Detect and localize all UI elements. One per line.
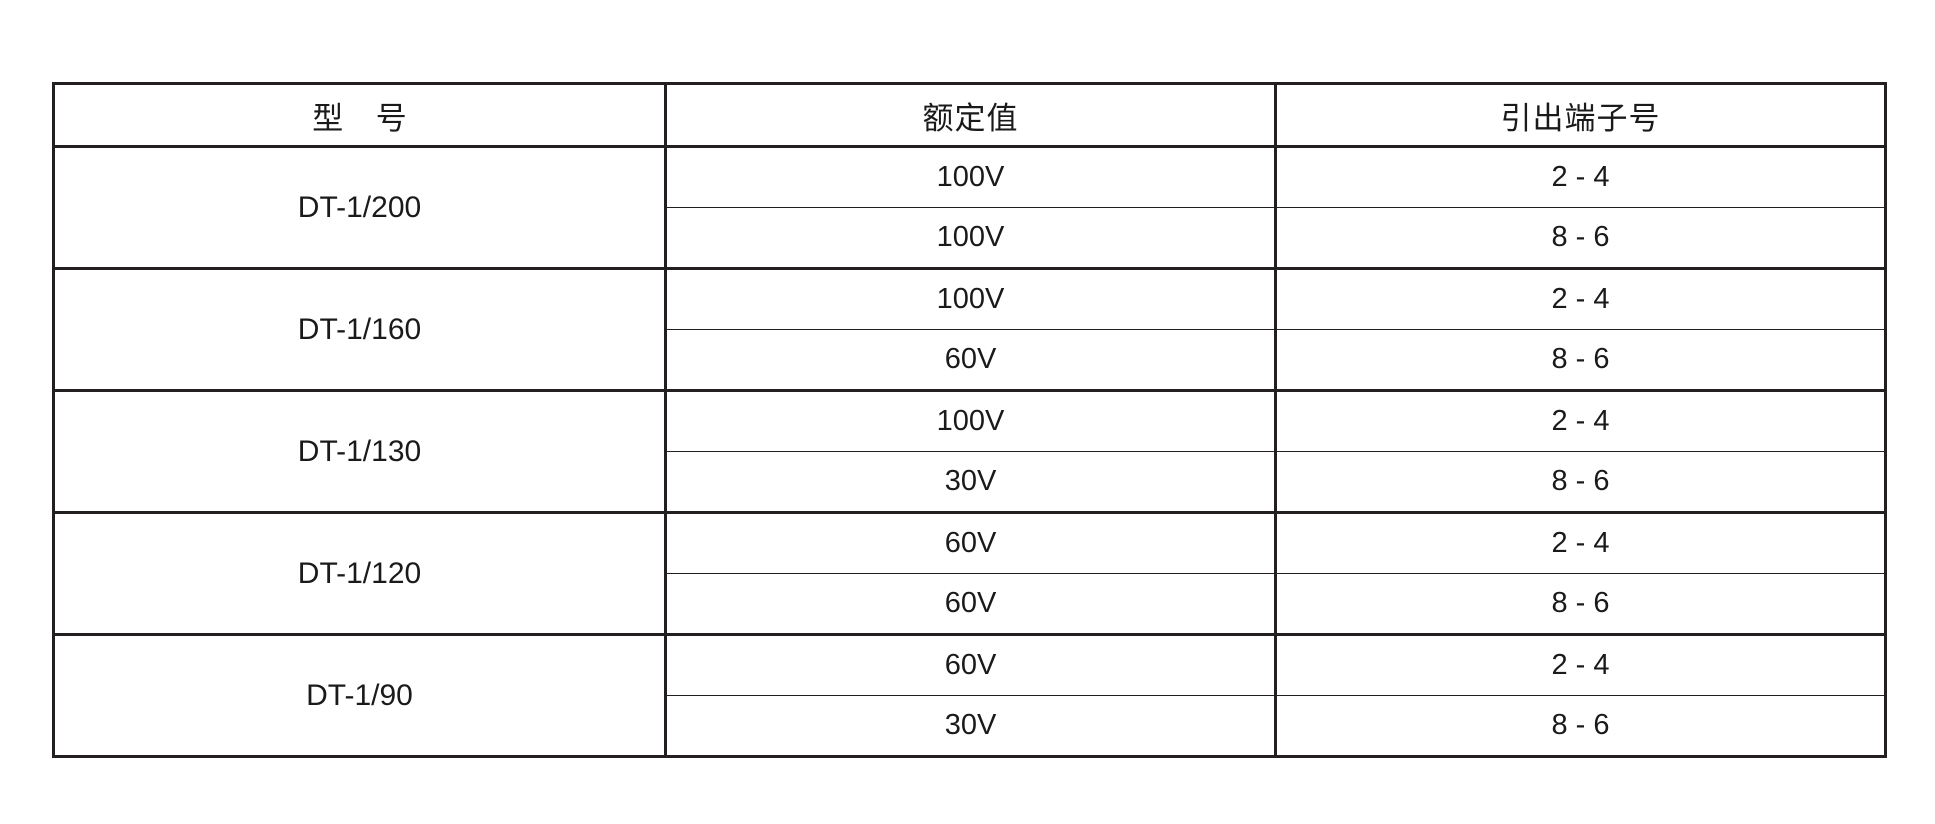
- cell-rating: 100V: [664, 146, 1276, 208]
- column-header-model: 型 号: [52, 82, 666, 148]
- cell-terminal: 2 - 4: [1274, 634, 1887, 696]
- cell-terminal: 8 - 6: [1274, 329, 1887, 392]
- table-row: 60V 8 - 6: [54, 329, 1887, 392]
- cell-terminal: 2 - 4: [1274, 268, 1887, 330]
- header-row: 型 号 额定值 引出端子号: [52, 82, 1887, 148]
- cell-rating: 100V: [664, 390, 1276, 452]
- cell-rating: 100V: [664, 207, 1276, 270]
- cell-rating: 60V: [664, 512, 1276, 574]
- cell-rating: 60V: [664, 329, 1276, 392]
- cell-rating: 100V: [664, 268, 1276, 330]
- cell-model: DT-1/90: [52, 634, 666, 758]
- table-header: 型 号 额定值 引出端子号: [52, 82, 1887, 148]
- cell-terminal: 2 - 4: [1274, 146, 1887, 208]
- cell-rating: 30V: [664, 695, 1276, 758]
- cell-model: DT-1/200: [52, 146, 666, 270]
- cell-terminal: 8 - 6: [1274, 573, 1887, 636]
- cell-terminal: 8 - 6: [1274, 451, 1887, 514]
- table-row: DT-1/90 60V 2 - 4: [52, 634, 1887, 758]
- table-row: DT-1/130 100V 2 - 4: [52, 390, 1887, 514]
- cell-model: DT-1/130: [52, 390, 666, 514]
- cell-terminal: 8 - 6: [1274, 695, 1887, 758]
- relay-specification-table: 型 号 额定值 引出端子号 DT-1/200 100V 2 - 4 100V 8…: [52, 82, 1887, 758]
- cell-rating: 30V: [664, 451, 1276, 514]
- table-row: 60V 8 - 6: [54, 573, 1887, 636]
- cell-model: DT-1/160: [52, 268, 666, 392]
- column-header-terminal: 引出端子号: [1274, 82, 1887, 148]
- table-row: DT-1/200 100V 2 - 4: [52, 146, 1887, 270]
- cell-model: DT-1/120: [52, 512, 666, 636]
- cell-terminal: 2 - 4: [1274, 512, 1887, 574]
- table-body: DT-1/200 100V 2 - 4 100V 8 - 6 DT-1/160 …: [52, 146, 1887, 758]
- table-row: 30V 8 - 6: [54, 451, 1887, 514]
- table-row: DT-1/120 60V 2 - 4: [52, 512, 1887, 636]
- table-row: DT-1/160 100V 2 - 4: [52, 268, 1887, 392]
- table-row: 30V 8 - 6: [54, 695, 1887, 758]
- column-header-rating: 额定值: [664, 82, 1276, 148]
- cell-terminal: 2 - 4: [1274, 390, 1887, 452]
- table-row: 100V 8 - 6: [54, 207, 1887, 270]
- cell-rating: 60V: [664, 634, 1276, 696]
- cell-rating: 60V: [664, 573, 1276, 636]
- cell-terminal: 8 - 6: [1274, 207, 1887, 270]
